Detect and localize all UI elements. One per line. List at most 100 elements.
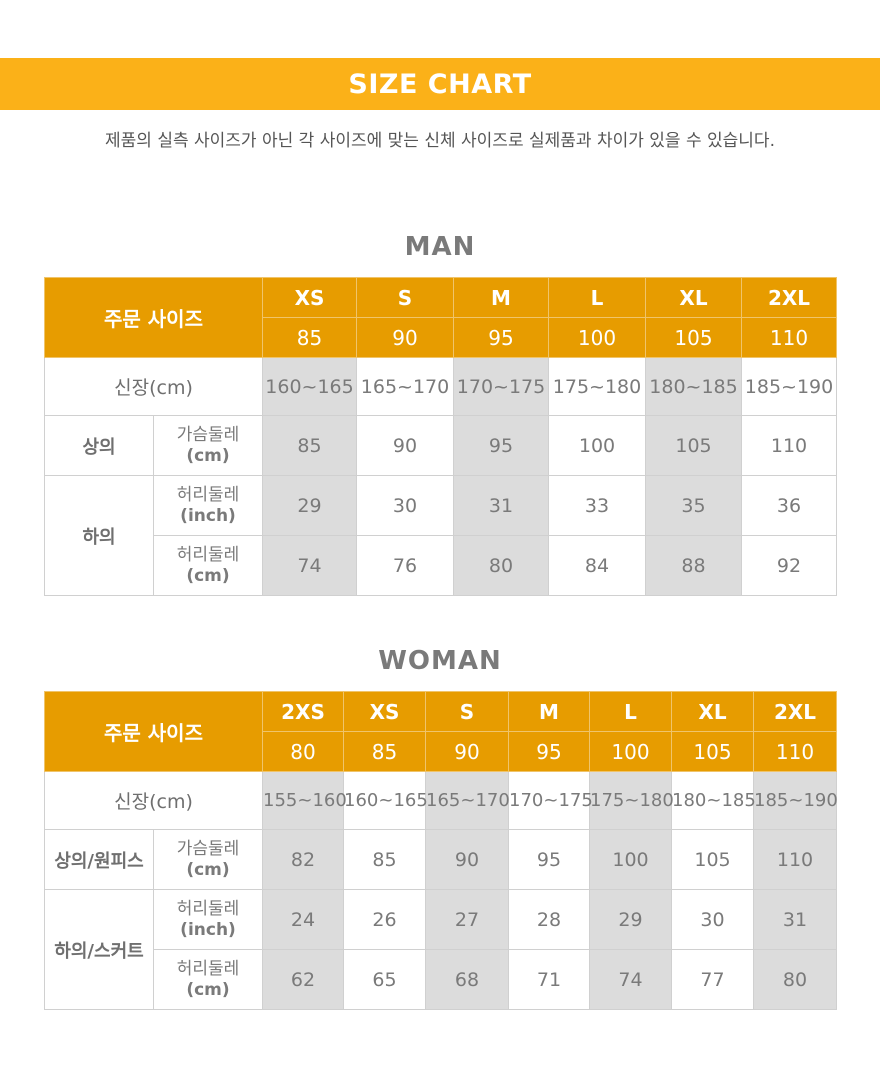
- chest-unit: (cm): [186, 445, 230, 466]
- waist-label: 허리둘레: [176, 898, 240, 919]
- man-waist-inch-sublabel: 허리둘레 (inch): [153, 475, 263, 536]
- man-size-number: 95: [453, 317, 549, 358]
- woman-size-number: 105: [671, 731, 754, 772]
- man-height-cell: 170~175: [453, 357, 549, 416]
- woman-height-cell: 170~175: [508, 771, 593, 830]
- man-waist-cm-cell: 80: [453, 535, 549, 596]
- woman-section-title: WOMAN: [378, 646, 502, 676]
- man-chest-cell: 90: [356, 415, 454, 476]
- man-waist-inch-cell: 36: [741, 475, 837, 536]
- man-waist-inch-cell: 31: [453, 475, 549, 536]
- man-chest-cell: 85: [262, 415, 357, 476]
- man-top-label: 상의: [44, 415, 154, 476]
- waist-inch-unit: (inch): [180, 505, 236, 526]
- woman-size-number: 110: [753, 731, 837, 772]
- woman-chest-cell: 90: [425, 829, 509, 890]
- man-chest-cell: 105: [645, 415, 742, 476]
- woman-waist-inch-cell: 28: [508, 889, 590, 950]
- man-size-l: L: [548, 277, 646, 318]
- woman-waist-inch-cell: 27: [425, 889, 509, 950]
- woman-waist-cm-cell: 65: [343, 949, 426, 1010]
- woman-height-cell: 185~190: [753, 771, 838, 830]
- man-chest-sublabel: 가슴둘레 (cm): [153, 415, 263, 476]
- woman-size-s: S: [425, 691, 509, 732]
- man-waist-inch-cell: 35: [645, 475, 742, 536]
- woman-size-2xs: 2XS: [262, 691, 344, 732]
- woman-size-l: L: [589, 691, 672, 732]
- chest-label: 가슴둘레: [176, 838, 240, 859]
- chest-unit: (cm): [186, 859, 230, 880]
- man-waist-cm-cell: 76: [356, 535, 454, 596]
- man-waist-inch-cell: 30: [356, 475, 454, 536]
- man-size-xl: XL: [645, 277, 742, 318]
- woman-waist-cm-cell: 71: [508, 949, 590, 1010]
- size-chart-title: SIZE CHART: [348, 68, 532, 100]
- man-size-table: 주문 사이즈 XS S M L XL 2XL 85 90 95 100 105 …: [44, 277, 837, 596]
- woman-chest-cell: 95: [508, 829, 590, 890]
- woman-waist-cm-cell: 62: [262, 949, 344, 1010]
- woman-waist-inch-sublabel: 허리둘레 (inch): [153, 889, 263, 950]
- woman-chest-sublabel: 가슴둘레 (cm): [153, 829, 263, 890]
- man-size-number: 90: [356, 317, 454, 358]
- man-height-cell: 160~165: [262, 357, 357, 416]
- woman-size-xs: XS: [343, 691, 426, 732]
- woman-waist-cm-cell: 77: [671, 949, 754, 1010]
- woman-size-number: 100: [589, 731, 672, 772]
- man-order-size-label: 주문 사이즈: [44, 277, 263, 358]
- woman-order-size-label: 주문 사이즈: [44, 691, 263, 772]
- waist-label: 허리둘레: [176, 544, 240, 565]
- woman-waist-inch-cell: 24: [262, 889, 344, 950]
- size-chart-banner: SIZE CHART: [0, 58, 880, 110]
- waist-cm-unit: (cm): [186, 565, 230, 586]
- woman-bottom-label: 하의/스커트: [44, 889, 154, 1010]
- woman-waist-inch-cell: 29: [589, 889, 672, 950]
- man-chest-cell: 95: [453, 415, 549, 476]
- woman-height-cell: 180~185: [671, 771, 756, 830]
- woman-chest-cell: 110: [753, 829, 837, 890]
- woman-waist-cm-sublabel: 허리둘레 (cm): [153, 949, 263, 1010]
- woman-size-number: 80: [262, 731, 344, 772]
- man-size-number: 110: [741, 317, 837, 358]
- woman-size-number: 90: [425, 731, 509, 772]
- woman-height-cell: 165~170: [425, 771, 510, 830]
- woman-waist-inch-cell: 26: [343, 889, 426, 950]
- woman-size-m: M: [508, 691, 590, 732]
- chest-label: 가슴둘레: [176, 424, 240, 445]
- man-bottom-label: 하의: [44, 475, 154, 596]
- woman-chest-cell: 85: [343, 829, 426, 890]
- man-size-number: 100: [548, 317, 646, 358]
- woman-size-number: 85: [343, 731, 426, 772]
- waist-cm-unit: (cm): [186, 979, 230, 1000]
- woman-waist-cm-cell: 74: [589, 949, 672, 1010]
- man-height-cell: 175~180: [548, 357, 646, 416]
- man-size-xs: XS: [262, 277, 357, 318]
- woman-height-label: 신장(cm): [44, 771, 263, 830]
- woman-waist-cm-cell: 80: [753, 949, 837, 1010]
- woman-waist-cm-cell: 68: [425, 949, 509, 1010]
- man-waist-inch-cell: 33: [548, 475, 646, 536]
- man-waist-inch-cell: 29: [262, 475, 357, 536]
- man-waist-cm-cell: 92: [741, 535, 837, 596]
- man-height-cell: 185~190: [741, 357, 837, 416]
- woman-chest-cell: 105: [671, 829, 754, 890]
- waist-label: 허리둘레: [176, 958, 240, 979]
- woman-height-cell: 160~165: [343, 771, 428, 830]
- man-size-2xl: 2XL: [741, 277, 837, 318]
- woman-size-2xl: 2XL: [753, 691, 837, 732]
- waist-label: 허리둘레: [176, 484, 240, 505]
- man-size-s: S: [356, 277, 454, 318]
- woman-size-xl: XL: [671, 691, 754, 732]
- woman-size-number: 95: [508, 731, 590, 772]
- woman-waist-inch-cell: 31: [753, 889, 837, 950]
- man-height-label: 신장(cm): [44, 357, 263, 416]
- man-chest-cell: 100: [548, 415, 646, 476]
- man-waist-cm-cell: 88: [645, 535, 742, 596]
- woman-waist-inch-cell: 30: [671, 889, 754, 950]
- woman-top-label: 상의/원피스: [44, 829, 154, 890]
- woman-height-cell: 155~160: [262, 771, 347, 830]
- woman-size-table: 주문 사이즈 2XS XS S M L XL 2XL 80 85 90 95 1…: [44, 691, 838, 1010]
- man-waist-cm-cell: 84: [548, 535, 646, 596]
- man-section-title: MAN: [404, 232, 476, 262]
- man-waist-cm-cell: 74: [262, 535, 357, 596]
- man-height-cell: 180~185: [645, 357, 742, 416]
